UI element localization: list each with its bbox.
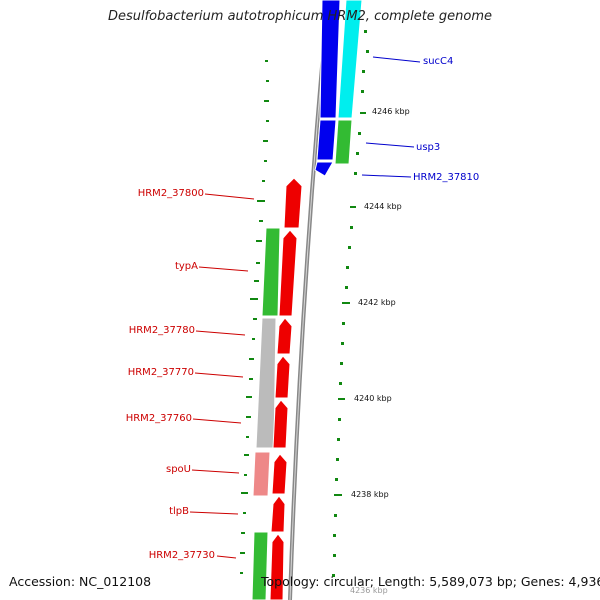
accession-text: Accession: NC_012108 bbox=[9, 574, 152, 589]
gene-label-HRM2_37800[interactable]: HRM2_37800 bbox=[137, 188, 204, 199]
gene-HRM2_37780-arrow[interactable] bbox=[276, 317, 293, 355]
gene-HRM2_37770-arrow[interactable] bbox=[274, 355, 291, 399]
leader-lines-left bbox=[189, 193, 255, 559]
scale-label-4236: 4236 kbp bbox=[350, 586, 388, 595]
gene-typA-arrow[interactable] bbox=[278, 229, 298, 317]
cog-typA bbox=[261, 227, 281, 317]
gene-label-HRM2_37780[interactable]: HRM2_37780 bbox=[128, 325, 195, 336]
gene-label-HRM2_37770[interactable]: HRM2_37770 bbox=[127, 367, 194, 378]
cog-HRM2_37780 bbox=[255, 317, 277, 449]
page-title: Desulfobacterium autotrophicum HRM2, com… bbox=[107, 9, 493, 24]
cog-HRM2_37730 bbox=[251, 531, 269, 600]
gene-usp3-arrow[interactable] bbox=[316, 119, 337, 161]
cog-sucC4 bbox=[337, 0, 363, 119]
gene-label-HRM2_37760[interactable]: HRM2_37760 bbox=[125, 413, 192, 424]
gene-tlpB-arrow[interactable] bbox=[270, 495, 286, 533]
gene-label-HRM2_37730[interactable]: HRM2_37730 bbox=[148, 550, 215, 561]
gene-HRM2_37800-arrow[interactable] bbox=[283, 177, 303, 229]
gene-label-sucC4[interactable]: sucC4 bbox=[423, 56, 454, 67]
gene-HRM2_37810-arrow[interactable] bbox=[314, 161, 334, 177]
reverse-strand-track bbox=[314, 0, 341, 177]
scale-label-4240: 4240 kbp bbox=[354, 394, 392, 403]
leader-lines-right bbox=[361, 56, 421, 178]
gene-sucC4-arrow[interactable] bbox=[319, 0, 341, 119]
cog-track-left bbox=[251, 227, 281, 600]
gene-label-typA[interactable]: typA bbox=[174, 261, 198, 272]
scale-label-4246: 4246 kbp bbox=[372, 107, 410, 116]
gc-skew-track bbox=[240, 60, 269, 574]
genome-summary-text: Topology: circular; Length: 5,589,073 bp… bbox=[261, 574, 600, 589]
gene-label-HRM2_37810[interactable]: HRM2_37810 bbox=[413, 172, 480, 183]
gene-label-spoU[interactable]: spoU bbox=[166, 464, 191, 475]
scale-label-4244: 4244 kbp bbox=[364, 202, 402, 211]
gene-HRM2_37760-arrow[interactable] bbox=[272, 399, 289, 449]
gene-label-tlpB[interactable]: tlpB bbox=[169, 506, 189, 517]
scale-label-4242: 4242 kbp bbox=[358, 298, 396, 307]
scale-label-4238: 4238 kbp bbox=[351, 490, 389, 499]
gene-HRM2_37730-arrow[interactable] bbox=[269, 533, 285, 600]
scale-dots bbox=[332, 30, 369, 577]
forward-strand-track bbox=[269, 177, 303, 600]
cog-spoU bbox=[252, 451, 271, 497]
cog-usp3 bbox=[334, 119, 353, 165]
gene-spoU-arrow[interactable] bbox=[271, 453, 288, 495]
cog-track-right bbox=[334, 0, 363, 165]
gene-label-usp3[interactable]: usp3 bbox=[416, 142, 441, 153]
